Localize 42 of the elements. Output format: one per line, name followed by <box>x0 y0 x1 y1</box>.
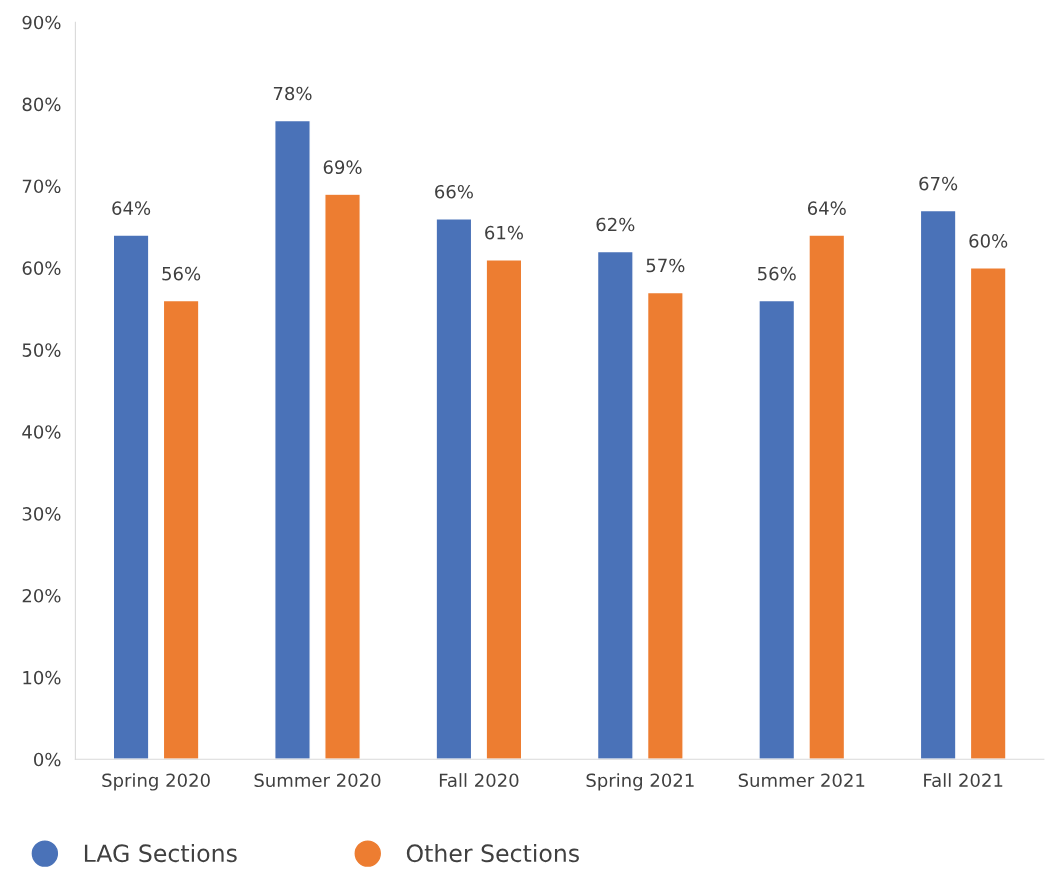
data-label: 66% <box>435 184 473 199</box>
data-label: 60% <box>969 234 1008 248</box>
data-label: 69% <box>323 160 362 175</box>
bar <box>969 267 1007 760</box>
y-tick-label: 60% <box>22 261 61 275</box>
x-tick-label: Fall 2021 <box>924 773 1003 788</box>
bar <box>112 234 150 760</box>
data-label: 78% <box>273 86 312 101</box>
y-tick-label: 20% <box>22 588 61 603</box>
x-tick-label: Fall 2020 <box>439 773 519 788</box>
x-tick-label: Spring 2020 <box>102 773 210 791</box>
bar <box>324 193 361 760</box>
y-tick-label: 10% <box>23 670 61 685</box>
bar <box>596 250 634 760</box>
y-tick-label: 90% <box>22 15 61 30</box>
data-label: 64% <box>112 201 151 215</box>
bar <box>758 299 796 760</box>
bar <box>919 209 957 760</box>
data-label: 56% <box>162 266 201 281</box>
x-tick-label: Summer 2021 <box>738 773 865 788</box>
y-tick-label: 80% <box>22 97 61 112</box>
y-tick-label: 30% <box>22 507 61 521</box>
data-label: 57% <box>646 258 685 273</box>
bar <box>808 234 846 760</box>
data-label: 64% <box>807 201 846 215</box>
x-tick-label: Spring 2021 <box>586 773 694 791</box>
y-tick-label: 50% <box>22 343 61 357</box>
data-label: 67% <box>919 176 958 191</box>
bar <box>646 291 684 760</box>
data-label: 61% <box>485 225 523 240</box>
bar <box>162 299 200 760</box>
y-tick-label: 40% <box>22 425 61 439</box>
bar <box>274 119 311 760</box>
legend-label: Other Sections <box>406 843 579 863</box>
data-label: 56% <box>758 266 796 281</box>
y-tick-label: 70% <box>22 179 61 194</box>
legend-label: LAG Sections <box>84 843 237 863</box>
bar <box>435 218 473 760</box>
data-label: 62% <box>596 217 635 232</box>
y-tick-label: 0% <box>34 752 61 767</box>
bar <box>485 258 523 760</box>
x-tick-label: Summer 2020 <box>254 773 381 788</box>
